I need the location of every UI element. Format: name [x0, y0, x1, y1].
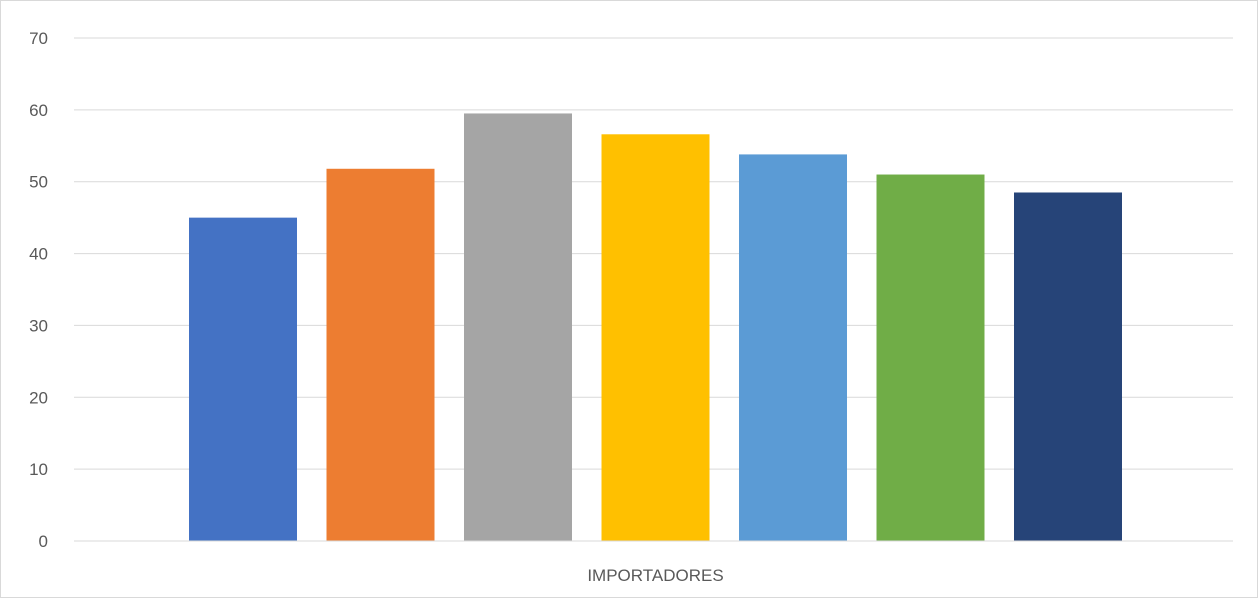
- y-tick-label: 50: [29, 173, 48, 192]
- bars: [189, 113, 1122, 541]
- category-label: IMPORTADORES: [587, 566, 723, 585]
- bar-series-6: [876, 174, 985, 541]
- y-tick-label: 10: [29, 460, 48, 479]
- y-tick-label: 0: [39, 532, 48, 551]
- y-tick-label: 70: [29, 29, 48, 48]
- y-tick-label: 30: [29, 316, 48, 335]
- bar-series-4: [601, 134, 710, 541]
- y-tick-label: 40: [29, 245, 48, 264]
- y-axis-ticks: 0 10 20 30 40 50 60 70: [29, 29, 48, 551]
- bar-series-1: [189, 217, 297, 541]
- y-tick-label: 20: [29, 388, 48, 407]
- y-tick-label: 60: [29, 101, 48, 120]
- bar-series-5: [739, 154, 847, 541]
- bar-series-3: [464, 113, 572, 541]
- bar-series-7: [1014, 192, 1122, 541]
- bar-series-2: [326, 168, 435, 541]
